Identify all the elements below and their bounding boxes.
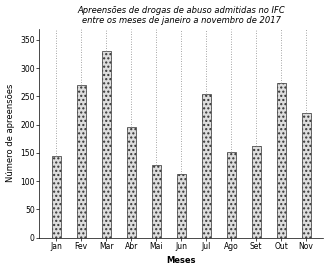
Bar bbox=[77, 85, 86, 238]
Bar bbox=[52, 156, 61, 238]
Bar bbox=[302, 113, 311, 238]
Title: Apreensões de drogas de abuso admitidas no IFC
entre os meses de janeiro a novem: Apreensões de drogas de abuso admitidas … bbox=[77, 6, 285, 25]
Bar bbox=[177, 175, 186, 238]
Bar bbox=[152, 165, 161, 238]
Bar bbox=[227, 152, 236, 238]
Bar bbox=[202, 93, 211, 238]
Bar bbox=[102, 51, 111, 238]
Bar bbox=[127, 127, 136, 238]
Bar bbox=[277, 83, 286, 238]
X-axis label: Meses: Meses bbox=[166, 256, 196, 265]
Y-axis label: Número de apreensões: Número de apreensões bbox=[6, 84, 14, 182]
Bar bbox=[252, 146, 261, 238]
